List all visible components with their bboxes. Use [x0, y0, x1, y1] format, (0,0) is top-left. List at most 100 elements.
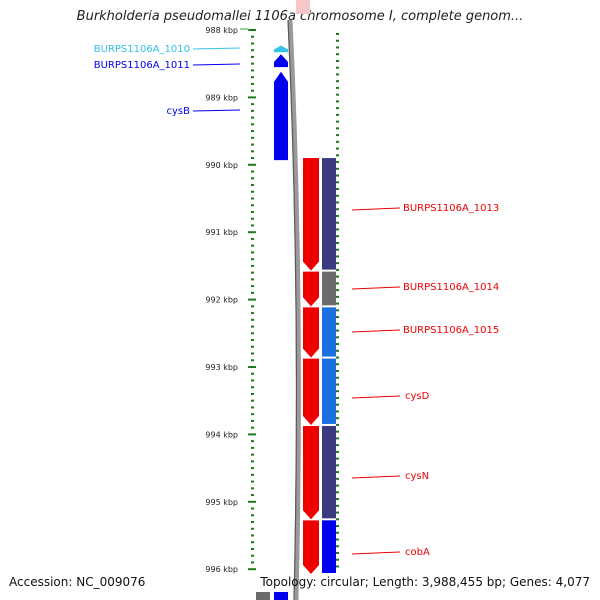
right-minor-tick: [336, 423, 339, 426]
right-minor-tick: [336, 403, 339, 406]
minor-tick: [251, 379, 254, 382]
left-gene-arrow[interactable]: [274, 71, 288, 161]
minor-tick: [251, 359, 254, 362]
minor-tick: [251, 332, 254, 335]
gene-label[interactable]: cobA: [405, 547, 430, 558]
right-minor-tick: [336, 107, 339, 110]
minor-tick: [251, 116, 254, 119]
right-minor-tick: [336, 167, 339, 170]
right-minor-tick: [336, 39, 339, 42]
gene-label[interactable]: BURPS1106A_1015: [403, 325, 499, 336]
left-gene-arrow[interactable]: [274, 54, 288, 68]
minor-tick: [251, 291, 254, 294]
right-minor-tick: [336, 140, 339, 143]
gene-label[interactable]: BURPS1106A_1011: [94, 60, 190, 71]
right-minor-tick: [336, 201, 339, 204]
gene-leader-line: [351, 207, 401, 211]
gene-label[interactable]: BURPS1106A_1014: [403, 282, 499, 293]
right-minor-tick: [336, 437, 339, 440]
right-minor-tick: [336, 390, 339, 393]
right-minor-tick: [336, 127, 339, 130]
right-minor-tick: [336, 518, 339, 521]
minor-tick: [251, 561, 254, 564]
right-minor-tick: [336, 80, 339, 83]
right-minor-tick: [336, 86, 339, 89]
right-minor-tick: [336, 214, 339, 217]
gene-leader-line: [351, 475, 401, 479]
gene-label[interactable]: cysD: [405, 391, 430, 402]
minor-tick: [251, 150, 254, 153]
minor-tick: [251, 514, 254, 517]
right-gene-arrow[interactable]: [303, 520, 319, 574]
minor-tick: [251, 217, 254, 220]
minor-tick: [251, 55, 254, 58]
gene-label[interactable]: BURPS1106A_1013: [403, 203, 499, 214]
right-minor-tick: [336, 498, 339, 501]
minor-tick: [251, 460, 254, 463]
topology-summary: Topology: circular; Length: 3,988,455 bp…: [260, 575, 590, 589]
top-marker: [240, 28, 249, 30]
secondary-track-block: [322, 271, 336, 306]
kbp-tick-label: 996 kbp: [205, 565, 238, 574]
minor-tick: [251, 177, 254, 180]
minor-tick: [251, 325, 254, 328]
right-minor-tick: [336, 336, 339, 339]
minor-tick: [251, 419, 254, 422]
kbp-tick-label: 989 kbp: [205, 93, 238, 102]
right-minor-tick: [336, 316, 339, 319]
gene-label[interactable]: BURPS1106A_1010: [94, 44, 190, 55]
gene-leader-line: [351, 551, 401, 555]
gene-label[interactable]: cysB: [167, 106, 191, 117]
minor-tick: [251, 157, 254, 160]
right-gene-arrow[interactable]: [303, 425, 319, 520]
right-minor-tick: [336, 235, 339, 238]
minor-tick: [251, 89, 254, 92]
right-minor-tick: [336, 491, 339, 494]
minor-tick: [251, 312, 254, 315]
gene-leader-line: [351, 286, 401, 290]
minor-tick: [251, 339, 254, 342]
minor-tick: [251, 305, 254, 308]
right-minor-tick: [336, 147, 339, 150]
minor-tick: [251, 244, 254, 247]
minor-tick: [251, 440, 254, 443]
minor-tick: [251, 136, 254, 139]
minor-tick: [251, 82, 254, 85]
right-minor-tick: [336, 356, 339, 359]
gene-label[interactable]: cysN: [405, 471, 429, 482]
minor-tick: [251, 527, 254, 530]
lower-feature-block: [256, 592, 270, 600]
gene-leader-line: [351, 329, 401, 333]
right-gene-arrow[interactable]: [303, 158, 319, 271]
right-minor-tick: [336, 538, 339, 541]
right-gene-arrow[interactable]: [303, 307, 319, 358]
right-minor-tick: [336, 444, 339, 447]
right-minor-tick: [336, 383, 339, 386]
right-minor-tick: [336, 477, 339, 480]
right-minor-tick: [336, 511, 339, 514]
major-tick: [248, 366, 256, 368]
major-tick: [248, 500, 256, 503]
major-tick: [248, 231, 256, 234]
minor-tick: [251, 372, 254, 375]
right-minor-tick: [336, 329, 339, 332]
left-gene-arrow[interactable]: [274, 45, 288, 53]
right-minor-tick: [336, 113, 339, 116]
minor-tick: [251, 345, 254, 348]
minor-tick: [251, 204, 254, 207]
right-minor-tick: [336, 457, 339, 460]
gene-leader-line: [192, 109, 241, 112]
right-minor-tick: [336, 161, 339, 164]
right-minor-tick: [336, 464, 339, 467]
right-gene-arrow[interactable]: [303, 358, 319, 425]
minor-tick: [251, 386, 254, 389]
right-minor-tick: [336, 504, 339, 507]
kbp-tick-label: 988 kbp: [205, 26, 238, 35]
right-minor-tick: [336, 376, 339, 379]
right-gene-arrow[interactable]: [303, 271, 319, 307]
minor-tick: [251, 467, 254, 470]
minor-tick: [251, 534, 254, 537]
minor-tick: [251, 251, 254, 254]
minor-tick: [251, 264, 254, 267]
